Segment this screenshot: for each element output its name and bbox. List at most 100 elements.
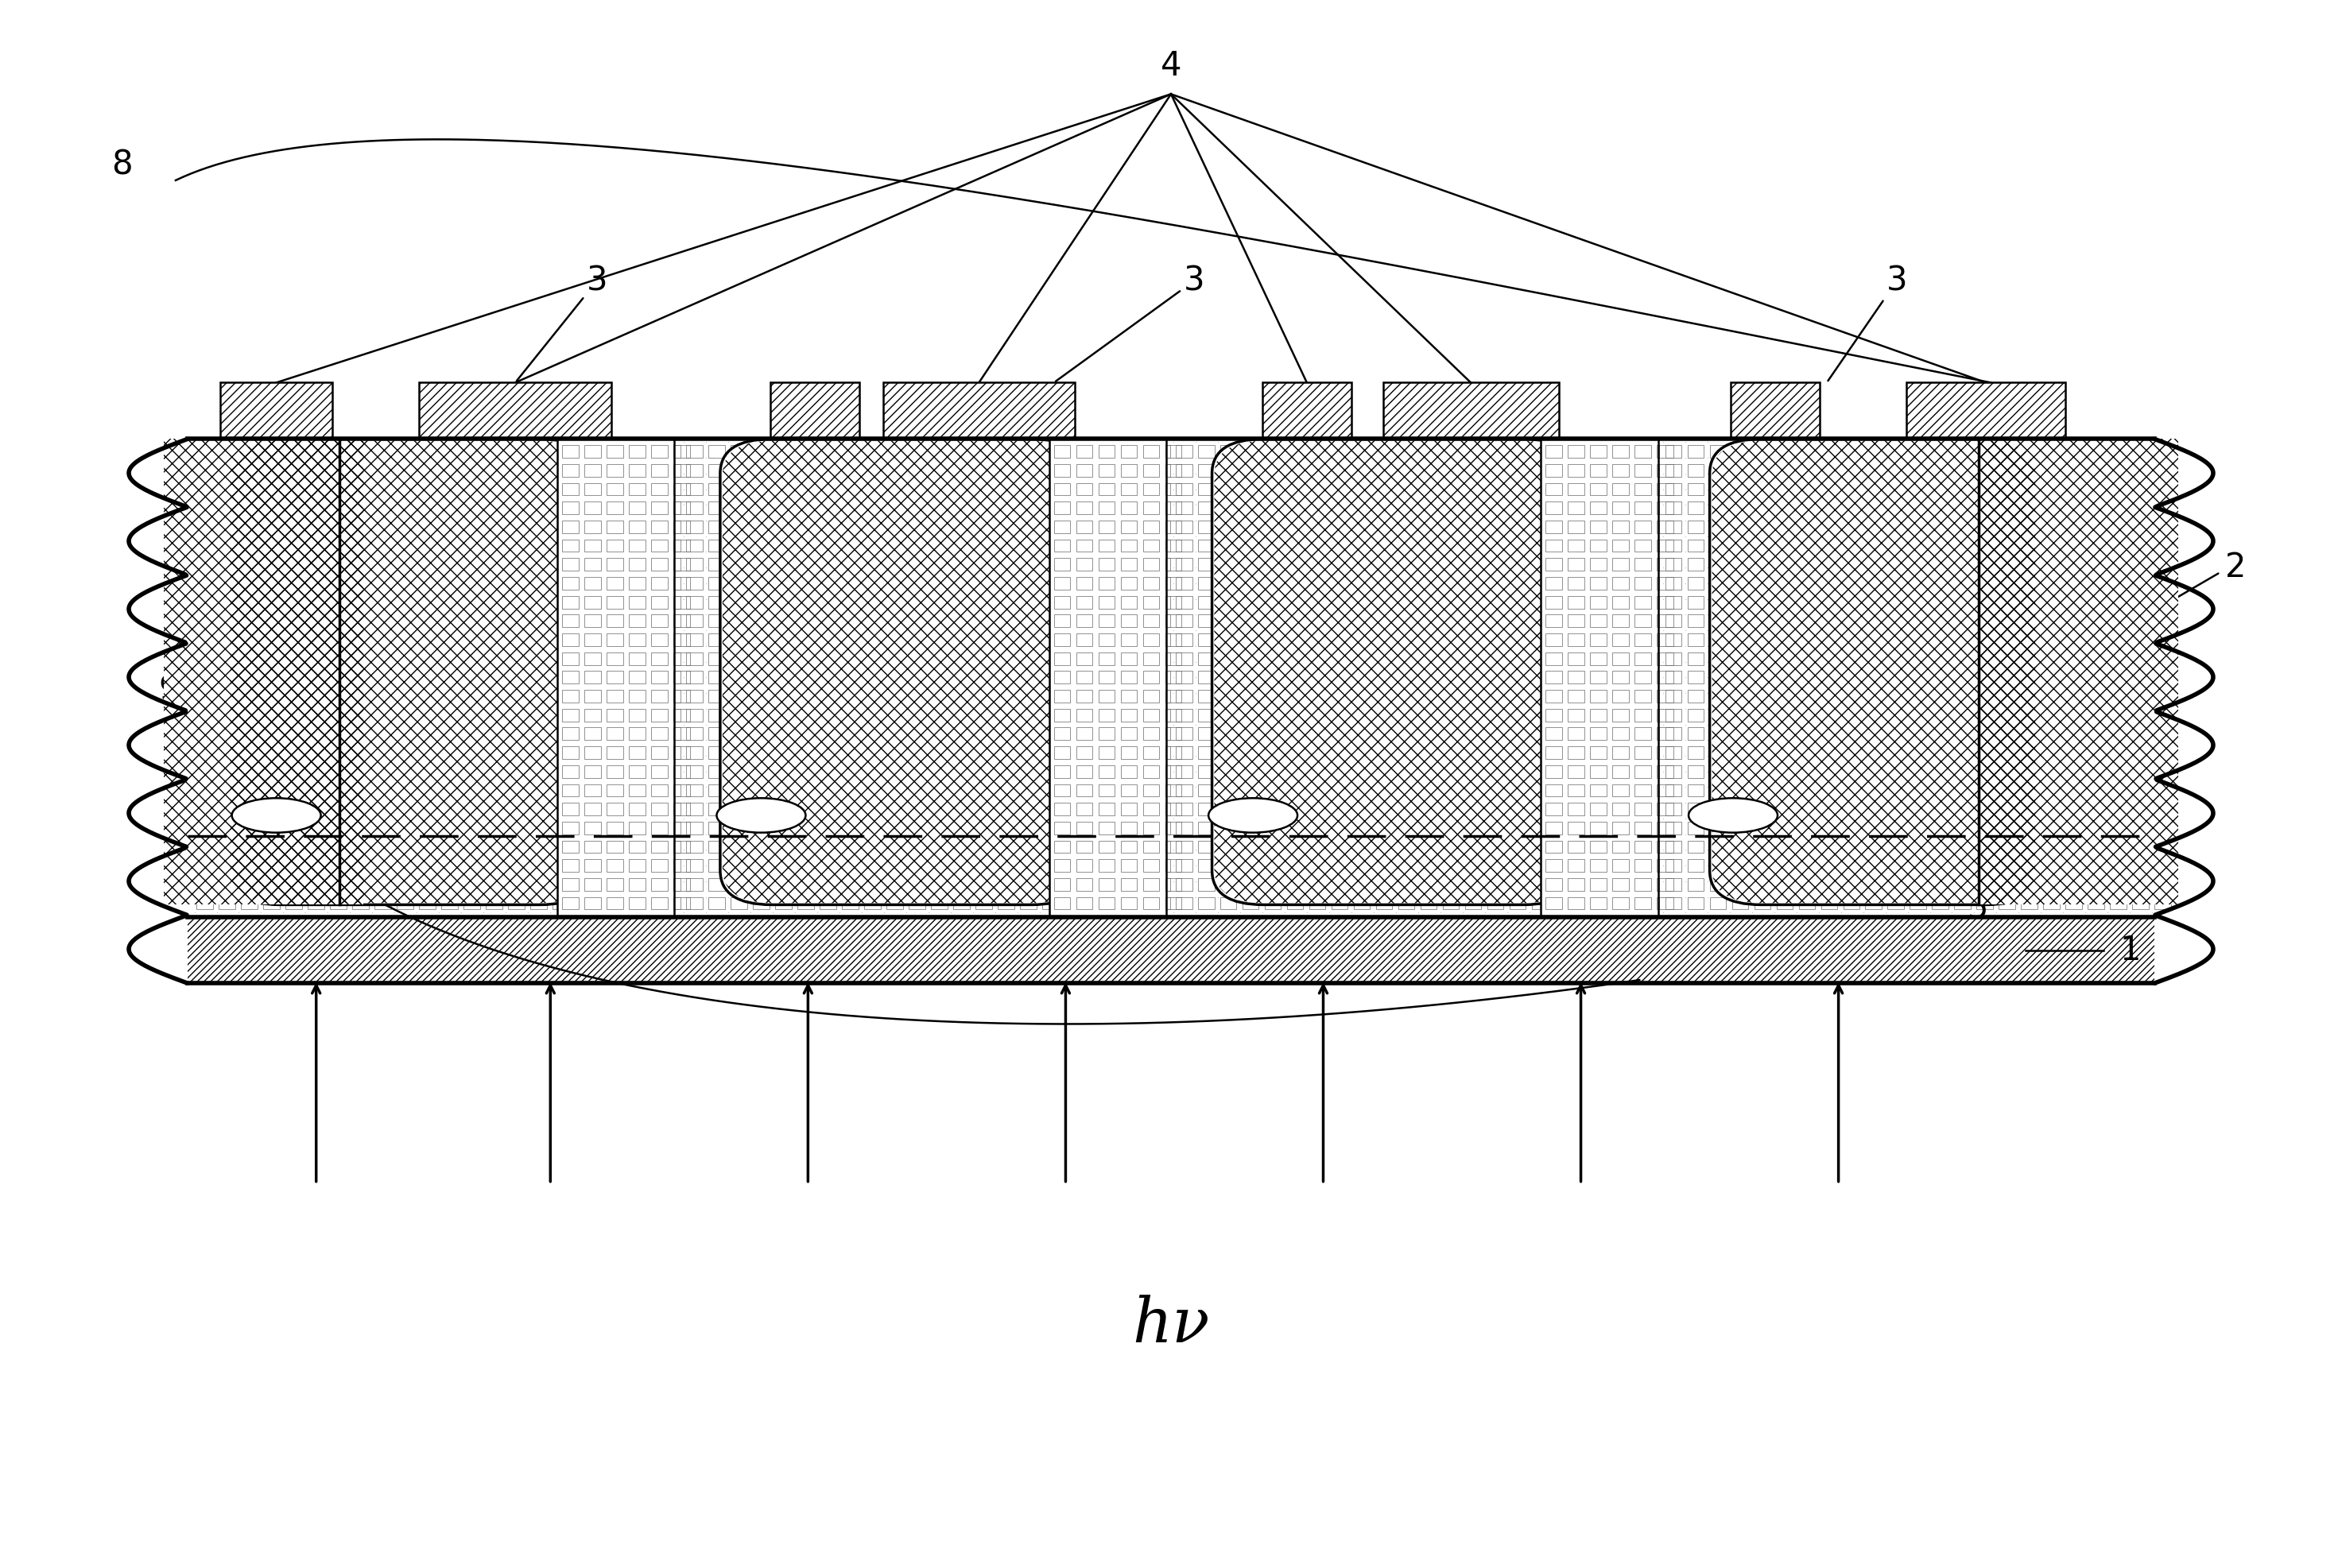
Bar [707,502,724,514]
Bar [864,464,881,477]
Bar [1977,859,1993,872]
Bar [1710,765,1726,778]
Bar [330,577,347,590]
Bar [1820,840,1836,853]
Bar [630,558,646,571]
Bar [674,822,691,834]
Bar [707,652,724,665]
Bar [1799,709,1815,721]
Bar [1621,633,1637,646]
Bar [1998,709,2014,721]
Bar [1108,784,1124,797]
Bar [419,633,436,646]
Bar [2087,746,2103,759]
Bar [1888,784,1904,797]
Bar [820,652,836,665]
Bar [2021,615,2038,627]
Bar [197,746,213,759]
Bar [1464,840,1480,853]
Bar [731,709,747,721]
Bar [2021,784,2038,797]
Bar [1597,502,1614,514]
Bar [1642,840,1658,853]
Bar [998,803,1014,815]
Bar [1590,445,1607,458]
Bar [1265,539,1281,552]
Bar [1775,822,1792,834]
Bar [464,859,480,872]
Bar [1508,502,1525,514]
Bar [2042,464,2059,477]
Bar [1909,521,1925,533]
Bar [1054,596,1070,608]
Bar [607,652,623,665]
Bar [1888,822,1904,834]
Bar [1309,746,1326,759]
Bar [1656,558,1672,571]
Bar [1656,746,1672,759]
Bar [607,897,623,909]
Bar [1375,596,1391,608]
Bar [1635,502,1651,514]
Bar [775,840,792,853]
Bar [562,859,578,872]
Bar [1932,464,1949,477]
Bar [574,539,590,552]
Bar [597,671,614,684]
Bar [2042,840,2059,853]
Bar [1754,539,1771,552]
Bar [286,765,302,778]
Bar [1590,596,1607,608]
Bar [241,690,258,702]
Bar [1087,765,1103,778]
Bar [1265,445,1281,458]
Bar [1309,652,1326,665]
Bar [2087,521,2103,533]
Bar [1710,577,1726,590]
Bar [2131,765,2148,778]
Bar [1131,502,1148,514]
Bar [1487,897,1504,909]
Bar [1576,840,1593,853]
Bar [1152,728,1169,740]
Bar [1843,690,1860,702]
Bar [1487,633,1504,646]
Bar [586,652,600,665]
Bar [2155,784,2171,797]
Bar [1597,728,1614,740]
Bar [1611,483,1628,495]
Bar [1553,690,1569,702]
Bar [796,878,813,891]
Bar [1932,633,1949,646]
Bar [1665,633,1682,646]
Bar [1241,671,1258,684]
Bar [1197,840,1213,853]
Bar [1075,784,1091,797]
Bar [1166,633,1180,646]
Bar [930,483,946,495]
Bar [197,445,213,458]
Bar [1166,765,1180,778]
Bar [597,803,614,815]
Bar [775,728,792,740]
Bar [1042,897,1059,909]
Bar [1532,502,1548,514]
Bar [286,728,302,740]
Bar [1977,483,1993,495]
Bar [1656,671,1672,684]
Bar [1166,784,1180,797]
Bar [731,445,747,458]
Bar [553,897,569,909]
Bar [1241,690,1258,702]
Bar [1197,483,1213,495]
Bar [1656,577,1672,590]
Bar [1754,483,1771,495]
Bar [775,878,792,891]
Bar [686,803,703,815]
Bar [1686,709,1703,721]
Bar [1953,897,1970,909]
Bar [909,558,925,571]
Bar [1909,483,1925,495]
Bar [1977,728,1993,740]
Bar [651,784,667,797]
